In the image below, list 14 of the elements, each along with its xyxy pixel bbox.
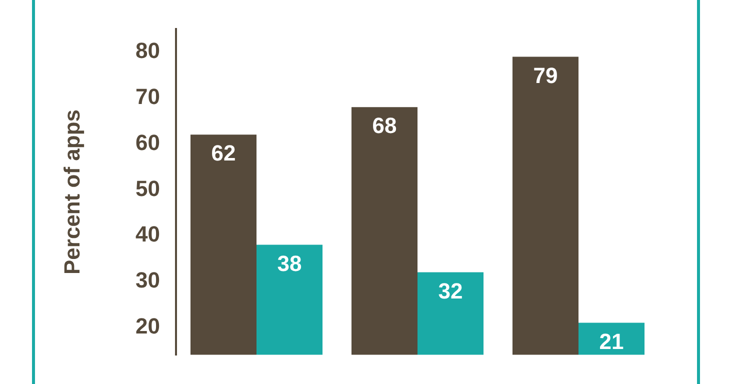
y-tick-label: 30: [136, 267, 160, 292]
y-tick-label: 70: [136, 84, 160, 110]
data-label: 79: [533, 62, 558, 88]
y-axis-title: Percent of apps: [59, 109, 84, 275]
data-label: 21: [599, 328, 624, 354]
y-tick-label: 50: [136, 176, 160, 201]
data-label: 38: [277, 250, 302, 276]
y-tick-label: 60: [136, 130, 160, 155]
y-tick-label: 40: [136, 222, 160, 247]
data-label: 32: [438, 278, 463, 304]
y-tick-label: 80: [136, 38, 160, 64]
data-label: 68: [372, 113, 397, 138]
y-tick-label: 20: [136, 313, 160, 338]
data-label: 62: [211, 140, 236, 166]
